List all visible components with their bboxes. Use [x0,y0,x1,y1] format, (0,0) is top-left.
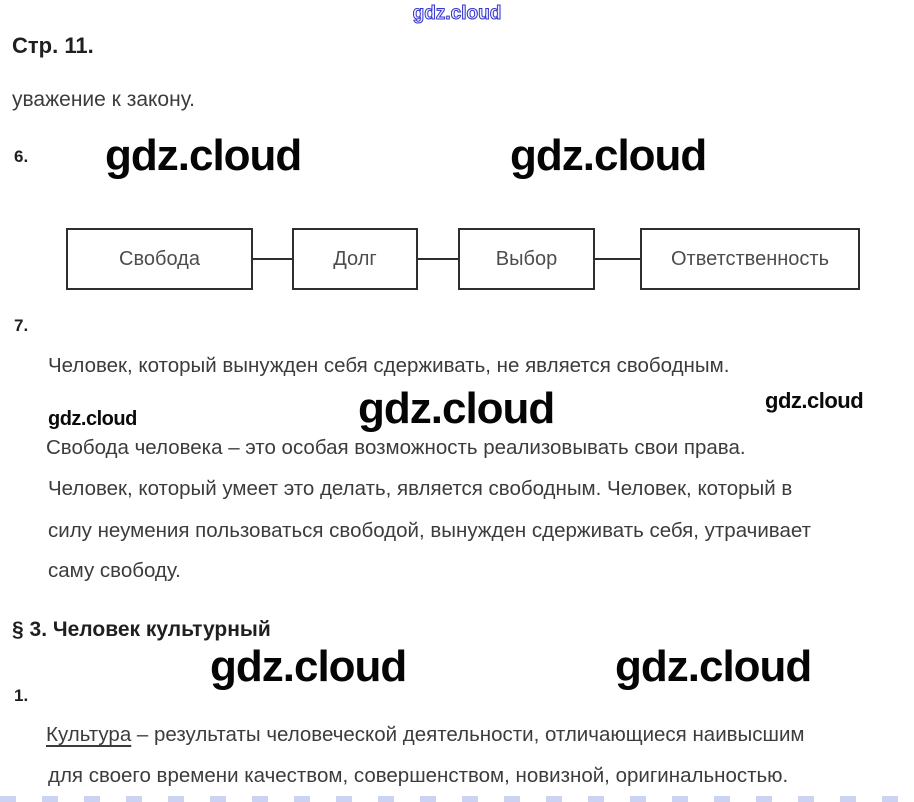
section-title: § 3. Человек культурный [12,618,271,641]
flow-box-dolg: Долг [292,228,418,290]
page-heading: Стр. 11. [12,33,94,58]
definition-text: – результаты человеческой деятельности, … [131,723,805,746]
site-watermark: gdz.cloud [210,642,407,691]
site-watermark: gdz.cloud [358,384,555,433]
flow-connector [418,258,458,260]
task7-answer-line: Человек, который вынужден себя сдерживат… [48,354,730,377]
site-watermark: gdz.cloud [765,388,864,413]
site-watermark: gdz.cloud [105,131,302,180]
task6-number: 6. [14,147,29,166]
site-watermark-top: gdz.cloud [412,3,502,25]
task1-answer-line: Культура – результаты человеческой деяте… [46,723,805,747]
task7-answer-line: саму свободу. [48,559,181,582]
flow-box-otvetstvennost: Ответственность [640,228,860,290]
flow-connector [253,258,292,260]
task7-number: 7. [14,316,29,335]
task7-answer-line: Свобода человека – это особая возможност… [46,436,746,459]
clipped-bottom-text-row [0,796,914,802]
task1-number: 1. [14,686,29,705]
flow-box-svoboda: Свобода [66,228,253,290]
task7-answer-line: силу неумения пользоваться свободой, вын… [48,519,811,542]
flowchart: Свобода Долг Выбор Ответственность [66,228,860,290]
definition-term: Культура [46,723,132,746]
task1-answer-line: для своего времени качеством, совершенст… [48,764,789,787]
flow-connector [595,258,640,260]
flow-box-vybor: Выбор [458,228,595,290]
site-watermark: gdz.cloud [510,131,707,180]
site-watermark: gdz.cloud [615,642,812,691]
intro-text: уважение к закону. [12,88,195,111]
site-watermark: gdz.cloud [48,408,137,430]
task7-answer-line: Человек, который умеет это делать, являе… [48,477,793,500]
